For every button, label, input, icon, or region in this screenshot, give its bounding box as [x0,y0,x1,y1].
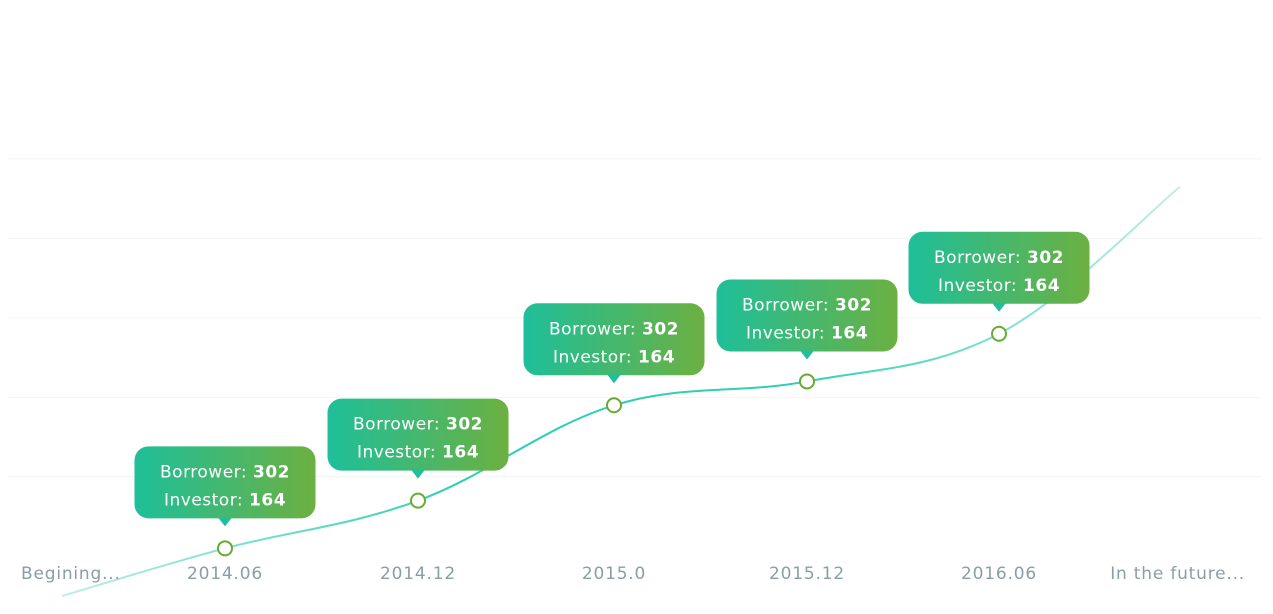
borrower-value: 302 [253,462,290,482]
investor-value: 164 [1023,276,1060,296]
borrower-value: 302 [446,415,483,435]
x-tick-label: 2016.06 [961,564,1037,584]
data-point-2016.06[interactable] [991,325,1007,342]
tooltip-borrower-line: Borrower: 302 [934,248,1064,268]
x-tick-label: Begining... [21,564,121,584]
data-point-2014.12[interactable] [410,492,426,509]
tooltip-investor-line: Investor: 164 [746,323,868,343]
borrower-value: 302 [642,319,679,339]
tooltip-box [327,398,509,471]
tooltip-box [523,303,705,376]
x-axis-labels: Begining... 2014.06 2014.12 2015.0 2015.12 20… [21,564,1245,584]
tooltip-box [908,231,1090,304]
borrower-label: Borrower: [549,319,642,339]
tooltip-pointer [607,374,621,384]
investor-label: Investor: [938,276,1023,296]
tooltip-borrower-line: Borrower: 302 [353,415,483,435]
investor-value: 164 [638,347,675,367]
borrower-value: 302 [1027,248,1064,268]
tooltip-pointer [218,517,232,527]
x-tick-label: 2015.0 [582,564,646,584]
tooltip-investor-line: Investor: 164 [164,490,286,510]
investor-value: 164 [442,443,479,463]
investor-value: 164 [831,323,868,343]
investor-value: 164 [249,490,286,510]
tooltip-investor-line: Investor: 164 [938,276,1060,296]
borrower-label: Borrower: [353,415,446,435]
tooltip-pointer [800,350,814,360]
tooltip-investor-line: Investor: 164 [553,347,675,367]
x-tick-label: 2014.06 [187,564,263,584]
tooltip-pointer [992,302,1006,312]
borrower-label: Borrower: [934,248,1027,268]
investor-label: Investor: [746,323,831,343]
data-point-2015.0[interactable] [606,397,622,414]
tooltip-borrower-line: Borrower: 302 [549,319,679,339]
data-point-2014.06[interactable] [217,540,233,557]
data-point-layer [217,325,1007,557]
data-point-2015.12[interactable] [799,373,815,390]
investor-label: Investor: [164,490,249,510]
borrower-value: 302 [835,295,872,315]
tooltip-box [134,446,316,519]
tooltip-pointer [411,469,425,479]
borrower-label: Borrower: [160,462,253,482]
x-tick-label: 2014.12 [380,564,456,584]
x-tick-label: In the future... [1110,564,1245,584]
x-tick-label: 2015.12 [769,564,845,584]
borrower-label: Borrower: [742,295,835,315]
tooltip-box [716,279,898,352]
investor-label: Investor: [553,347,638,367]
investor-label: Investor: [357,443,442,463]
tooltip-borrower-line: Borrower: 302 [160,462,290,482]
tooltip-investor-line: Investor: 164 [357,443,479,463]
tooltip-borrower-line: Borrower: 302 [742,295,872,315]
